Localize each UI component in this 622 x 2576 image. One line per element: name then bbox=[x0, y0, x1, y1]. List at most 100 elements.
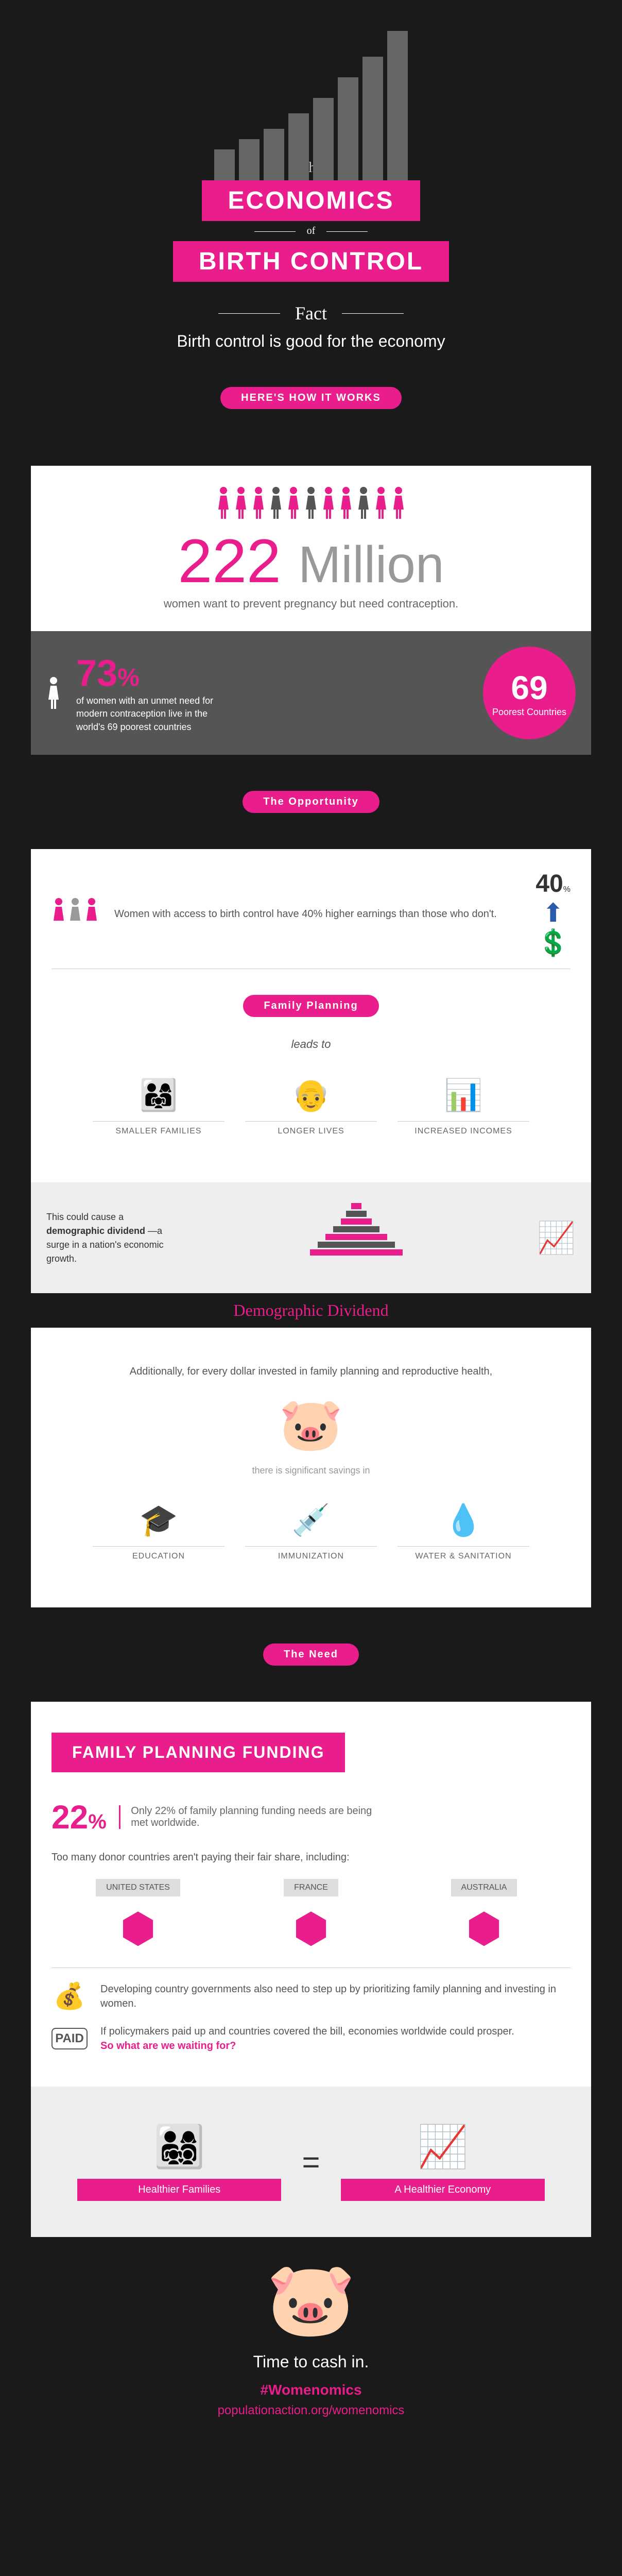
savings-triptych: 🎓EDUCATION💉IMMUNIZATION💧WATER & SANITATI… bbox=[82, 1492, 540, 1571]
triptych-icon: 👴 bbox=[245, 1077, 377, 1113]
triptych-icon: 💧 bbox=[398, 1502, 529, 1538]
people-icons-row bbox=[51, 486, 571, 520]
dividend-box: This could cause a demographic dividend … bbox=[31, 1182, 591, 1293]
pct22-n: 22 bbox=[51, 1799, 88, 1836]
economy-chart-icon: 📈 bbox=[341, 2123, 545, 2171]
triptych-label: LONGER LIVES bbox=[245, 1121, 377, 1136]
title-economics: ECONOMICS bbox=[202, 180, 420, 221]
country-name: AUSTRALIA bbox=[451, 1879, 517, 1896]
woman-icon bbox=[46, 676, 61, 710]
person-icon bbox=[304, 486, 318, 520]
triptych-item: 📊 INCREASED INCOMES bbox=[387, 1066, 540, 1146]
footer-url: populationaction.org/womenomics bbox=[21, 2403, 601, 2418]
fact-label: Fact bbox=[21, 302, 601, 324]
country-name: FRANCE bbox=[284, 1879, 338, 1896]
savings-intro: Additionally, for every dollar invested … bbox=[82, 1364, 540, 1379]
person-icon bbox=[286, 486, 301, 520]
header-section: The ECONOMICS of BIRTH CONTROL Fact Birt… bbox=[0, 0, 622, 466]
eq-left: 👨‍👩‍👧‍👦 Healthier Families bbox=[77, 2123, 281, 2201]
country-map-icon: ⬢ bbox=[224, 1904, 398, 1952]
triptych-icon: 📊 bbox=[398, 1077, 529, 1113]
developing-row: 💰 Developing country governments also ne… bbox=[51, 1981, 571, 2011]
dividend-text: This could cause a demographic dividend … bbox=[46, 1210, 175, 1266]
fact-text: Birth control is good for the economy bbox=[21, 332, 601, 351]
country-map-icon: ⬢ bbox=[398, 1904, 571, 1952]
person-icon bbox=[356, 486, 371, 520]
opp-people-icons bbox=[51, 897, 99, 931]
pct-73-text: of women with an unmet need for modern c… bbox=[76, 694, 220, 734]
cash-in-text: Time to cash in. bbox=[21, 2352, 601, 2371]
stat-222-text: women want to prevent pregnancy but need… bbox=[51, 597, 571, 611]
person-icon bbox=[321, 486, 336, 520]
triptych-label: WATER & SANITATION bbox=[398, 1546, 529, 1561]
up-arrow-icon: ⬆ bbox=[535, 898, 571, 928]
opportunity-box: Women with access to birth control have … bbox=[31, 849, 591, 1182]
leads-to-text: leads to bbox=[51, 1038, 571, 1051]
paid-row: PAID If policymakers paid up and countri… bbox=[51, 2024, 571, 2053]
person-icon bbox=[251, 486, 266, 520]
countries-row: UNITED STATES⬢ FRANCE ⬢ AUSTRALIA ⬢ bbox=[51, 1879, 571, 1952]
hashtag: #Womenomics bbox=[21, 2382, 601, 2398]
savings-box: Additionally, for every dollar invested … bbox=[31, 1328, 591, 1607]
need-title: The Need bbox=[263, 1643, 359, 1666]
triptych-label: IMMUNIZATION bbox=[245, 1546, 377, 1561]
country-item: UNITED STATES⬢ bbox=[51, 1879, 224, 1952]
pct22-s: % bbox=[88, 1810, 107, 1833]
how-it-works-pill: HERE'S HOW IT WORKS bbox=[220, 387, 402, 409]
savings-bridge: there is significant savings in bbox=[51, 1465, 571, 1476]
forty-num: 40 bbox=[535, 870, 563, 897]
person-icon bbox=[391, 486, 406, 520]
dividend-title: Demographic Dividend bbox=[31, 1301, 591, 1320]
triptych-label: EDUCATION bbox=[93, 1546, 224, 1561]
triptych-item: 🎓EDUCATION bbox=[82, 1492, 235, 1571]
equation-box: 👨‍👩‍👧‍👦 Healthier Families = 📈 A Healthi… bbox=[31, 2087, 591, 2237]
badge-label: Poorest Countries bbox=[492, 707, 566, 718]
paid-t1: If policymakers paid up and countries co… bbox=[100, 2026, 514, 2037]
title-of: of bbox=[21, 225, 601, 237]
title-birth-control: BIRTH CONTROL bbox=[173, 241, 449, 282]
country-name: UNITED STATES bbox=[96, 1879, 180, 1896]
family-planning-pill: Family Planning bbox=[243, 995, 378, 1017]
person-icon bbox=[339, 486, 353, 520]
triptych-icon: 👨‍👩‍👧 bbox=[93, 1077, 224, 1113]
stat-73-content: 73% of women with an unmet need for mode… bbox=[76, 652, 220, 734]
triptych-item: 💧 WATER & SANITATION bbox=[387, 1492, 540, 1571]
forty-percent: 40% ⬆ 💲 bbox=[535, 870, 571, 958]
equation: 👨‍👩‍👧‍👦 Healthier Families = 📈 A Healthi… bbox=[77, 2123, 545, 2201]
growth-chart-icon: 📈 bbox=[537, 1219, 576, 1256]
paid-stamp-icon: PAID bbox=[51, 2028, 88, 2049]
pct-73-sym: % bbox=[117, 664, 140, 691]
paid-t2: So what are we waiting for? bbox=[100, 2040, 236, 2052]
person-icon bbox=[216, 486, 231, 520]
person-icon bbox=[269, 486, 283, 520]
triptych-item: 👨‍👩‍👧SMALLER FAMILIES bbox=[82, 1066, 235, 1146]
stat-73-box: 73% of women with an unmet need for mode… bbox=[31, 631, 591, 755]
dollar-icon: 💲 bbox=[535, 928, 571, 958]
piggy-bank-icon: 🐷 bbox=[51, 1395, 571, 1455]
benefits-triptych: 👨‍👩‍👧SMALLER FAMILIES 👴 LONGER LIVES 📊 INCRE… bbox=[82, 1066, 540, 1146]
footer: 🐷 Time to cash in. #Womenomics populatio… bbox=[0, 2237, 622, 2438]
div-pre: This could cause a bbox=[46, 1212, 124, 1222]
invest-icon: 💰 bbox=[51, 1981, 88, 2011]
pyramid-icon bbox=[191, 1198, 522, 1278]
badge-69: 69 bbox=[511, 669, 547, 707]
pct22-text: Only 22% of family planning funding need… bbox=[119, 1805, 376, 1829]
number-222: 222 bbox=[178, 527, 281, 596]
unit-million: Million bbox=[298, 536, 444, 594]
family-icon: 👨‍👩‍👧‍👦 bbox=[77, 2123, 281, 2171]
country-item: AUSTRALIA ⬢ bbox=[398, 1879, 571, 1952]
opportunity-text: Women with access to birth control have … bbox=[114, 908, 520, 920]
piggy-large-icon: 🐷 bbox=[21, 2258, 601, 2342]
triptych-label: INCREASED INCOMES bbox=[398, 1121, 529, 1136]
header-bar-chart bbox=[21, 31, 601, 180]
eq-right: 📈 A Healthier Economy bbox=[341, 2123, 545, 2201]
div-bold: demographic dividend bbox=[46, 1226, 145, 1236]
need-box: FAMILY PLANNING FUNDING 22% Only 22% of … bbox=[31, 1702, 591, 2087]
paid-text: If policymakers paid up and countries co… bbox=[100, 2024, 514, 2053]
opportunity-row: Women with access to birth control have … bbox=[51, 870, 571, 958]
equals-icon: = bbox=[302, 2144, 320, 2180]
pct22-row: 22% Only 22% of family planning funding … bbox=[51, 1798, 571, 1836]
pct-73: 73 bbox=[76, 653, 117, 694]
opportunity-title: The Opportunity bbox=[243, 791, 379, 813]
donor-text: Too many donor countries aren't paying t… bbox=[51, 1852, 571, 1863]
